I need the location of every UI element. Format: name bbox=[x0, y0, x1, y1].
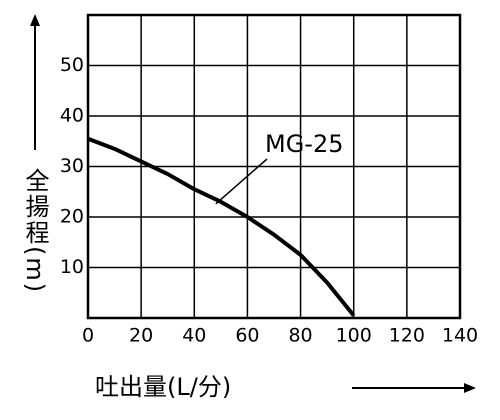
x-tick-label: 100 bbox=[336, 325, 372, 347]
curve bbox=[87, 136, 356, 317]
x-tick-label: 20 bbox=[129, 325, 153, 347]
series-label: MG-25 bbox=[265, 130, 344, 158]
x-tick-label: 120 bbox=[389, 325, 425, 347]
y-tick-label: 40 bbox=[60, 105, 84, 127]
x-tick-label: 60 bbox=[235, 325, 259, 347]
x-axis-label: 吐出量(L/分) bbox=[95, 373, 231, 401]
y-axis-label: 全揚程(m) bbox=[21, 168, 49, 295]
y-tick-label: 30 bbox=[60, 155, 84, 177]
y-tick-label: 50 bbox=[60, 54, 84, 76]
x-tick-label: 140 bbox=[442, 325, 478, 347]
leader-line bbox=[215, 158, 268, 205]
x-tick-label: 80 bbox=[288, 325, 312, 347]
x-tick-label: 40 bbox=[182, 325, 206, 347]
x-tick-label: 0 bbox=[82, 325, 94, 347]
y-tick-label: 10 bbox=[60, 256, 84, 278]
y-arrowhead bbox=[30, 14, 40, 26]
x-arrowhead bbox=[464, 383, 476, 393]
plot-frame bbox=[86, 13, 462, 320]
y-tick-label: 20 bbox=[60, 206, 84, 228]
